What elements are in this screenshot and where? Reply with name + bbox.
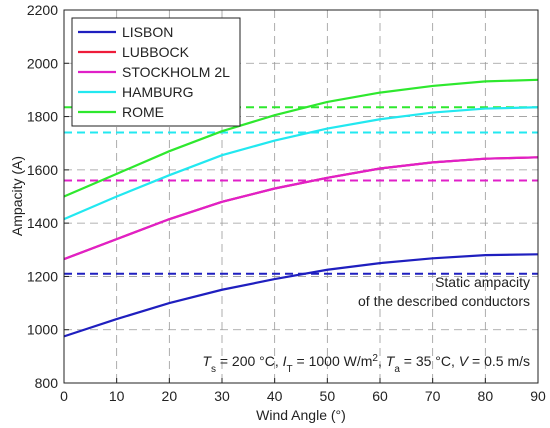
conditions-part: , bbox=[378, 353, 386, 369]
y-tick-label: 1800 bbox=[27, 109, 58, 125]
line bbox=[63, 106, 539, 221]
conditions-part: = 0.5 m/s bbox=[468, 353, 530, 369]
conditions-part: T bbox=[386, 353, 396, 369]
annotation: of the described conductors bbox=[358, 293, 530, 309]
x-tick-label: 40 bbox=[267, 388, 283, 404]
line bbox=[63, 253, 539, 338]
x-tick-label: 0 bbox=[60, 388, 68, 404]
line bbox=[63, 78, 539, 198]
x-tick-label: 10 bbox=[109, 388, 125, 404]
plot-frame bbox=[63, 9, 539, 384]
legend-label: LISBON bbox=[122, 24, 173, 40]
conditions: Ts = 200 °C, IT = 1000 W/m2, Ta = 35 °C,… bbox=[202, 353, 530, 375]
conditions-part: = 1000 W/m bbox=[293, 353, 373, 369]
conditions-part: = 200 °C, bbox=[216, 353, 283, 369]
conditions-part: I bbox=[283, 353, 287, 369]
conditions-part: s bbox=[211, 364, 216, 375]
annotation: Static ampacity bbox=[435, 274, 530, 290]
x-tick-label: 30 bbox=[214, 388, 230, 404]
x-tick-label: 70 bbox=[425, 388, 441, 404]
y-axis-label: Ampacity (A) bbox=[9, 156, 25, 236]
y-tick-label: 2000 bbox=[27, 55, 58, 71]
x-tick-label: 80 bbox=[478, 388, 494, 404]
line bbox=[63, 156, 539, 261]
y-tick-label: 1600 bbox=[27, 162, 58, 178]
legend-label: HAMBURG bbox=[122, 84, 194, 100]
legend-label: ROME bbox=[122, 104, 164, 120]
line bbox=[63, 156, 539, 261]
conditions-part: V bbox=[459, 353, 470, 369]
x-axis-label: Wind Angle (°) bbox=[256, 407, 346, 423]
conditions-part: = 35 °C, bbox=[400, 353, 459, 369]
y-tick-label: 1400 bbox=[27, 215, 58, 231]
y-tick-label: 1000 bbox=[27, 322, 58, 338]
conditions-part: 2 bbox=[372, 353, 378, 364]
conditions-part: a bbox=[394, 364, 400, 375]
conditions-part: T bbox=[287, 364, 293, 375]
x-tick-label: 90 bbox=[530, 388, 546, 404]
x-tick-label: 50 bbox=[320, 388, 336, 404]
y-tick-label: 800 bbox=[35, 375, 59, 391]
y-tick-label: 2200 bbox=[27, 2, 58, 18]
x-tick-label: 60 bbox=[372, 388, 388, 404]
conditions-part: T bbox=[202, 353, 212, 369]
y-tick-label: 1200 bbox=[27, 268, 58, 284]
x-tick-label: 20 bbox=[162, 388, 178, 404]
legend-label: LUBBOCK bbox=[122, 44, 190, 60]
legend-label: STOCKHOLM 2L bbox=[122, 64, 230, 80]
